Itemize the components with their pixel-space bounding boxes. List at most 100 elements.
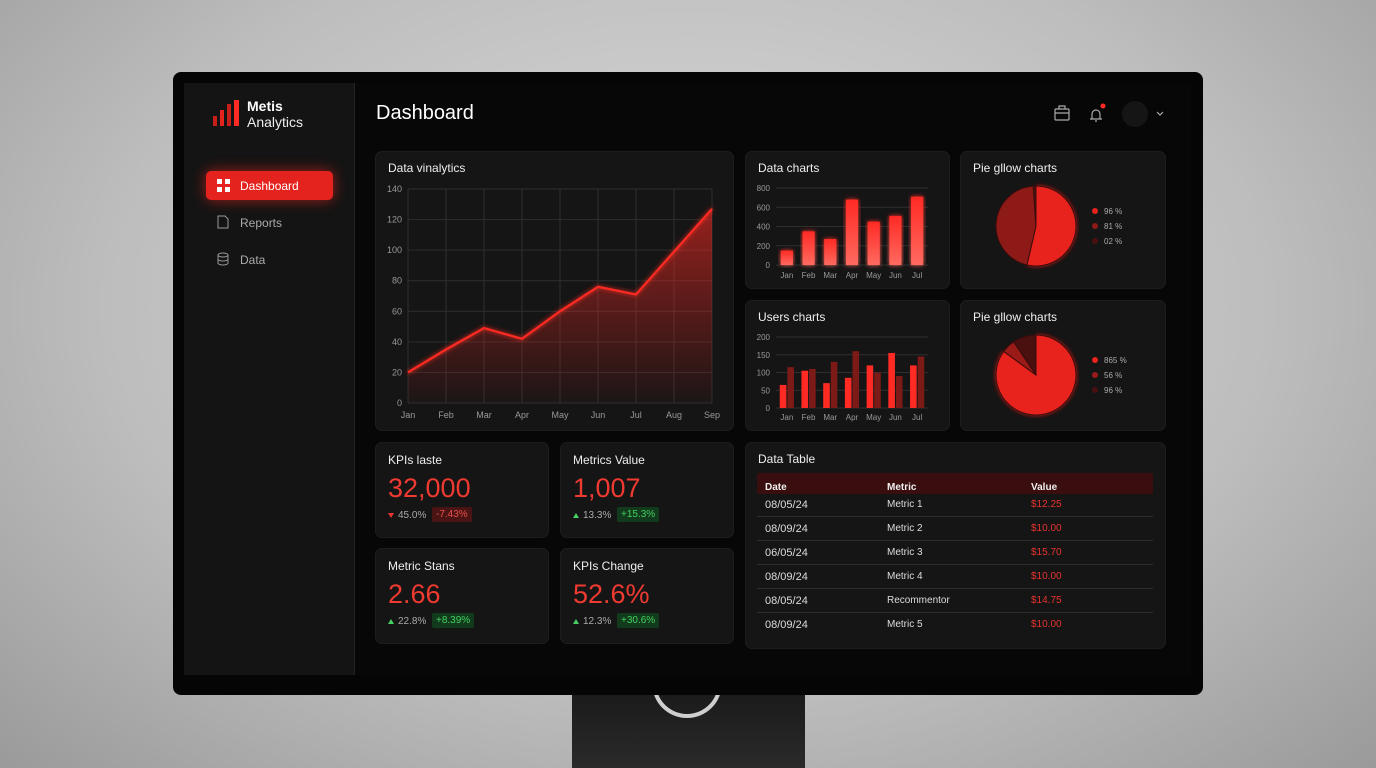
table-cell: $14.75	[1031, 595, 1062, 606]
bar	[867, 221, 880, 265]
brand-name: Metis	[247, 98, 283, 114]
y-tick-label: 120	[387, 215, 402, 225]
kpi-card: Metric Stans 2.66 22.8% +8.39%	[376, 549, 548, 643]
notification-dot	[1100, 103, 1106, 109]
x-tick-label: Jan	[401, 410, 416, 420]
pie-card: Pie gllow charts 96 % 81 % 02 %	[961, 152, 1165, 288]
briefcase-icon[interactable]	[1054, 105, 1070, 121]
legend-label: 96 %	[1104, 386, 1122, 395]
legend-label: 02 %	[1104, 237, 1122, 246]
x-tick-label: Mar	[823, 271, 837, 280]
x-tick-label: Sep	[704, 410, 720, 420]
bar	[801, 370, 809, 408]
kpi-card: KPIs laste 32,000 45.0% -7.43%	[376, 443, 548, 537]
bar	[874, 372, 881, 408]
bar	[889, 215, 902, 265]
table-header: Value	[1031, 482, 1058, 493]
chart-title: Pie gllow charts	[973, 161, 1057, 175]
y-tick-label: 140	[387, 184, 402, 194]
table-cell: Metric 2	[887, 523, 923, 534]
y-tick-label: 100	[757, 369, 771, 378]
table-header: Date	[765, 482, 787, 493]
x-tick-label: Jan	[780, 271, 793, 280]
y-tick-label: 60	[392, 306, 402, 316]
bar	[802, 231, 815, 265]
chevron[interactable]	[1156, 111, 1164, 116]
chart-title: Users charts	[758, 310, 825, 324]
x-tick-label: Apr	[846, 413, 859, 422]
bar	[787, 367, 794, 408]
y-tick-label: 800	[757, 184, 771, 193]
kpi-value: 32,000	[388, 473, 471, 503]
bar	[809, 368, 816, 408]
bar	[780, 250, 793, 265]
legend-label: 96 %	[1104, 207, 1122, 216]
page-title: Dashboard	[376, 102, 474, 124]
kpi-delta: -7.43%	[432, 507, 472, 522]
legend-label: 81 %	[1104, 222, 1122, 231]
table-cell: 08/05/24	[765, 499, 808, 511]
logo-icon	[213, 100, 239, 126]
table-cell: 08/09/24	[765, 523, 808, 535]
bar	[845, 199, 859, 265]
y-tick-label: 150	[757, 351, 771, 360]
table-cell: $10.00	[1031, 619, 1062, 630]
y-tick-label: 400	[757, 223, 771, 232]
users-card: Users charts 0 50 100 150 200 Jan Feb Mar Apr May J…	[746, 301, 949, 430]
x-tick-label: Mar	[476, 410, 492, 420]
bar	[824, 239, 837, 265]
nav-item[interactable]: Reports	[206, 208, 333, 237]
y-tick-label: 80	[392, 276, 402, 286]
bar-chart: Data charts 0 200 400 600 800 Jan Feb Mar Apr May J…	[757, 161, 928, 280]
nav-item[interactable]: Dashboard	[206, 171, 333, 200]
x-tick-label: Jul	[630, 410, 642, 420]
table-cell: $12.25	[1031, 499, 1062, 510]
table-card: Data Table Date Metric Value 08/05/24 Metric…	[746, 443, 1165, 648]
x-tick-label: Jul	[912, 271, 922, 280]
legend-dot	[1092, 223, 1098, 229]
nav-label: Dashboard	[240, 179, 299, 193]
table-cell: Metric 3	[887, 547, 923, 558]
legend-dot	[1092, 238, 1098, 244]
icon-part	[217, 187, 222, 192]
trend-arrow	[388, 619, 394, 624]
bell-icon[interactable]	[1090, 109, 1102, 122]
chart-title: Pie gllow charts	[973, 310, 1057, 324]
line-chart: Data vinalytics 0 20 40 60 80 100 120 140 Jan Feb M…	[387, 161, 720, 420]
pie-slice	[1032, 185, 1037, 227]
y-tick-label: 0	[397, 398, 402, 408]
pie-chart: Pie gllow charts 96 % 81 % 02 %	[973, 161, 1122, 267]
users-chart: Users charts 0 50 100 150 200 Jan Feb Mar Apr May J…	[757, 310, 928, 422]
header-icons	[1054, 101, 1164, 127]
y-tick-label: 0	[766, 261, 771, 270]
kpi-delta: +8.39%	[432, 613, 475, 628]
y-tick-label: 100	[387, 245, 402, 255]
table-cell: $15.70	[1031, 547, 1062, 558]
legend-dot	[1092, 387, 1098, 393]
row-divider	[757, 588, 1153, 589]
kpi-title: KPIs laste	[388, 453, 443, 467]
row-divider	[757, 612, 1153, 613]
x-tick-label: Aug	[666, 410, 682, 420]
legend-label: 865 %	[1104, 356, 1127, 365]
pie-slice	[995, 185, 1037, 266]
nav-icon	[217, 179, 230, 192]
nav-label: Data	[240, 253, 266, 267]
nav-item[interactable]: Data	[206, 245, 333, 274]
line-card: Data vinalytics 0 20 40 60 80 100 120 140 Jan Feb M…	[376, 152, 733, 430]
icon-part	[217, 179, 222, 184]
x-tick-label: Jan	[780, 413, 793, 422]
kpi-change: 12.3%	[583, 616, 612, 627]
y-tick-label: 20	[392, 367, 402, 377]
nav-icon	[217, 215, 229, 229]
x-tick-label: Jun	[889, 413, 902, 422]
chart-title: Data vinalytics	[388, 161, 465, 175]
kpi-value: 52.6%	[573, 579, 650, 609]
bar	[888, 352, 895, 408]
icon-part	[217, 215, 229, 229]
line-area	[408, 208, 712, 403]
x-tick-label: Jun	[591, 410, 606, 420]
table-cell: 08/05/24	[765, 595, 808, 607]
kpi-change: 22.8%	[398, 616, 427, 627]
avatar[interactable]	[1122, 101, 1148, 127]
